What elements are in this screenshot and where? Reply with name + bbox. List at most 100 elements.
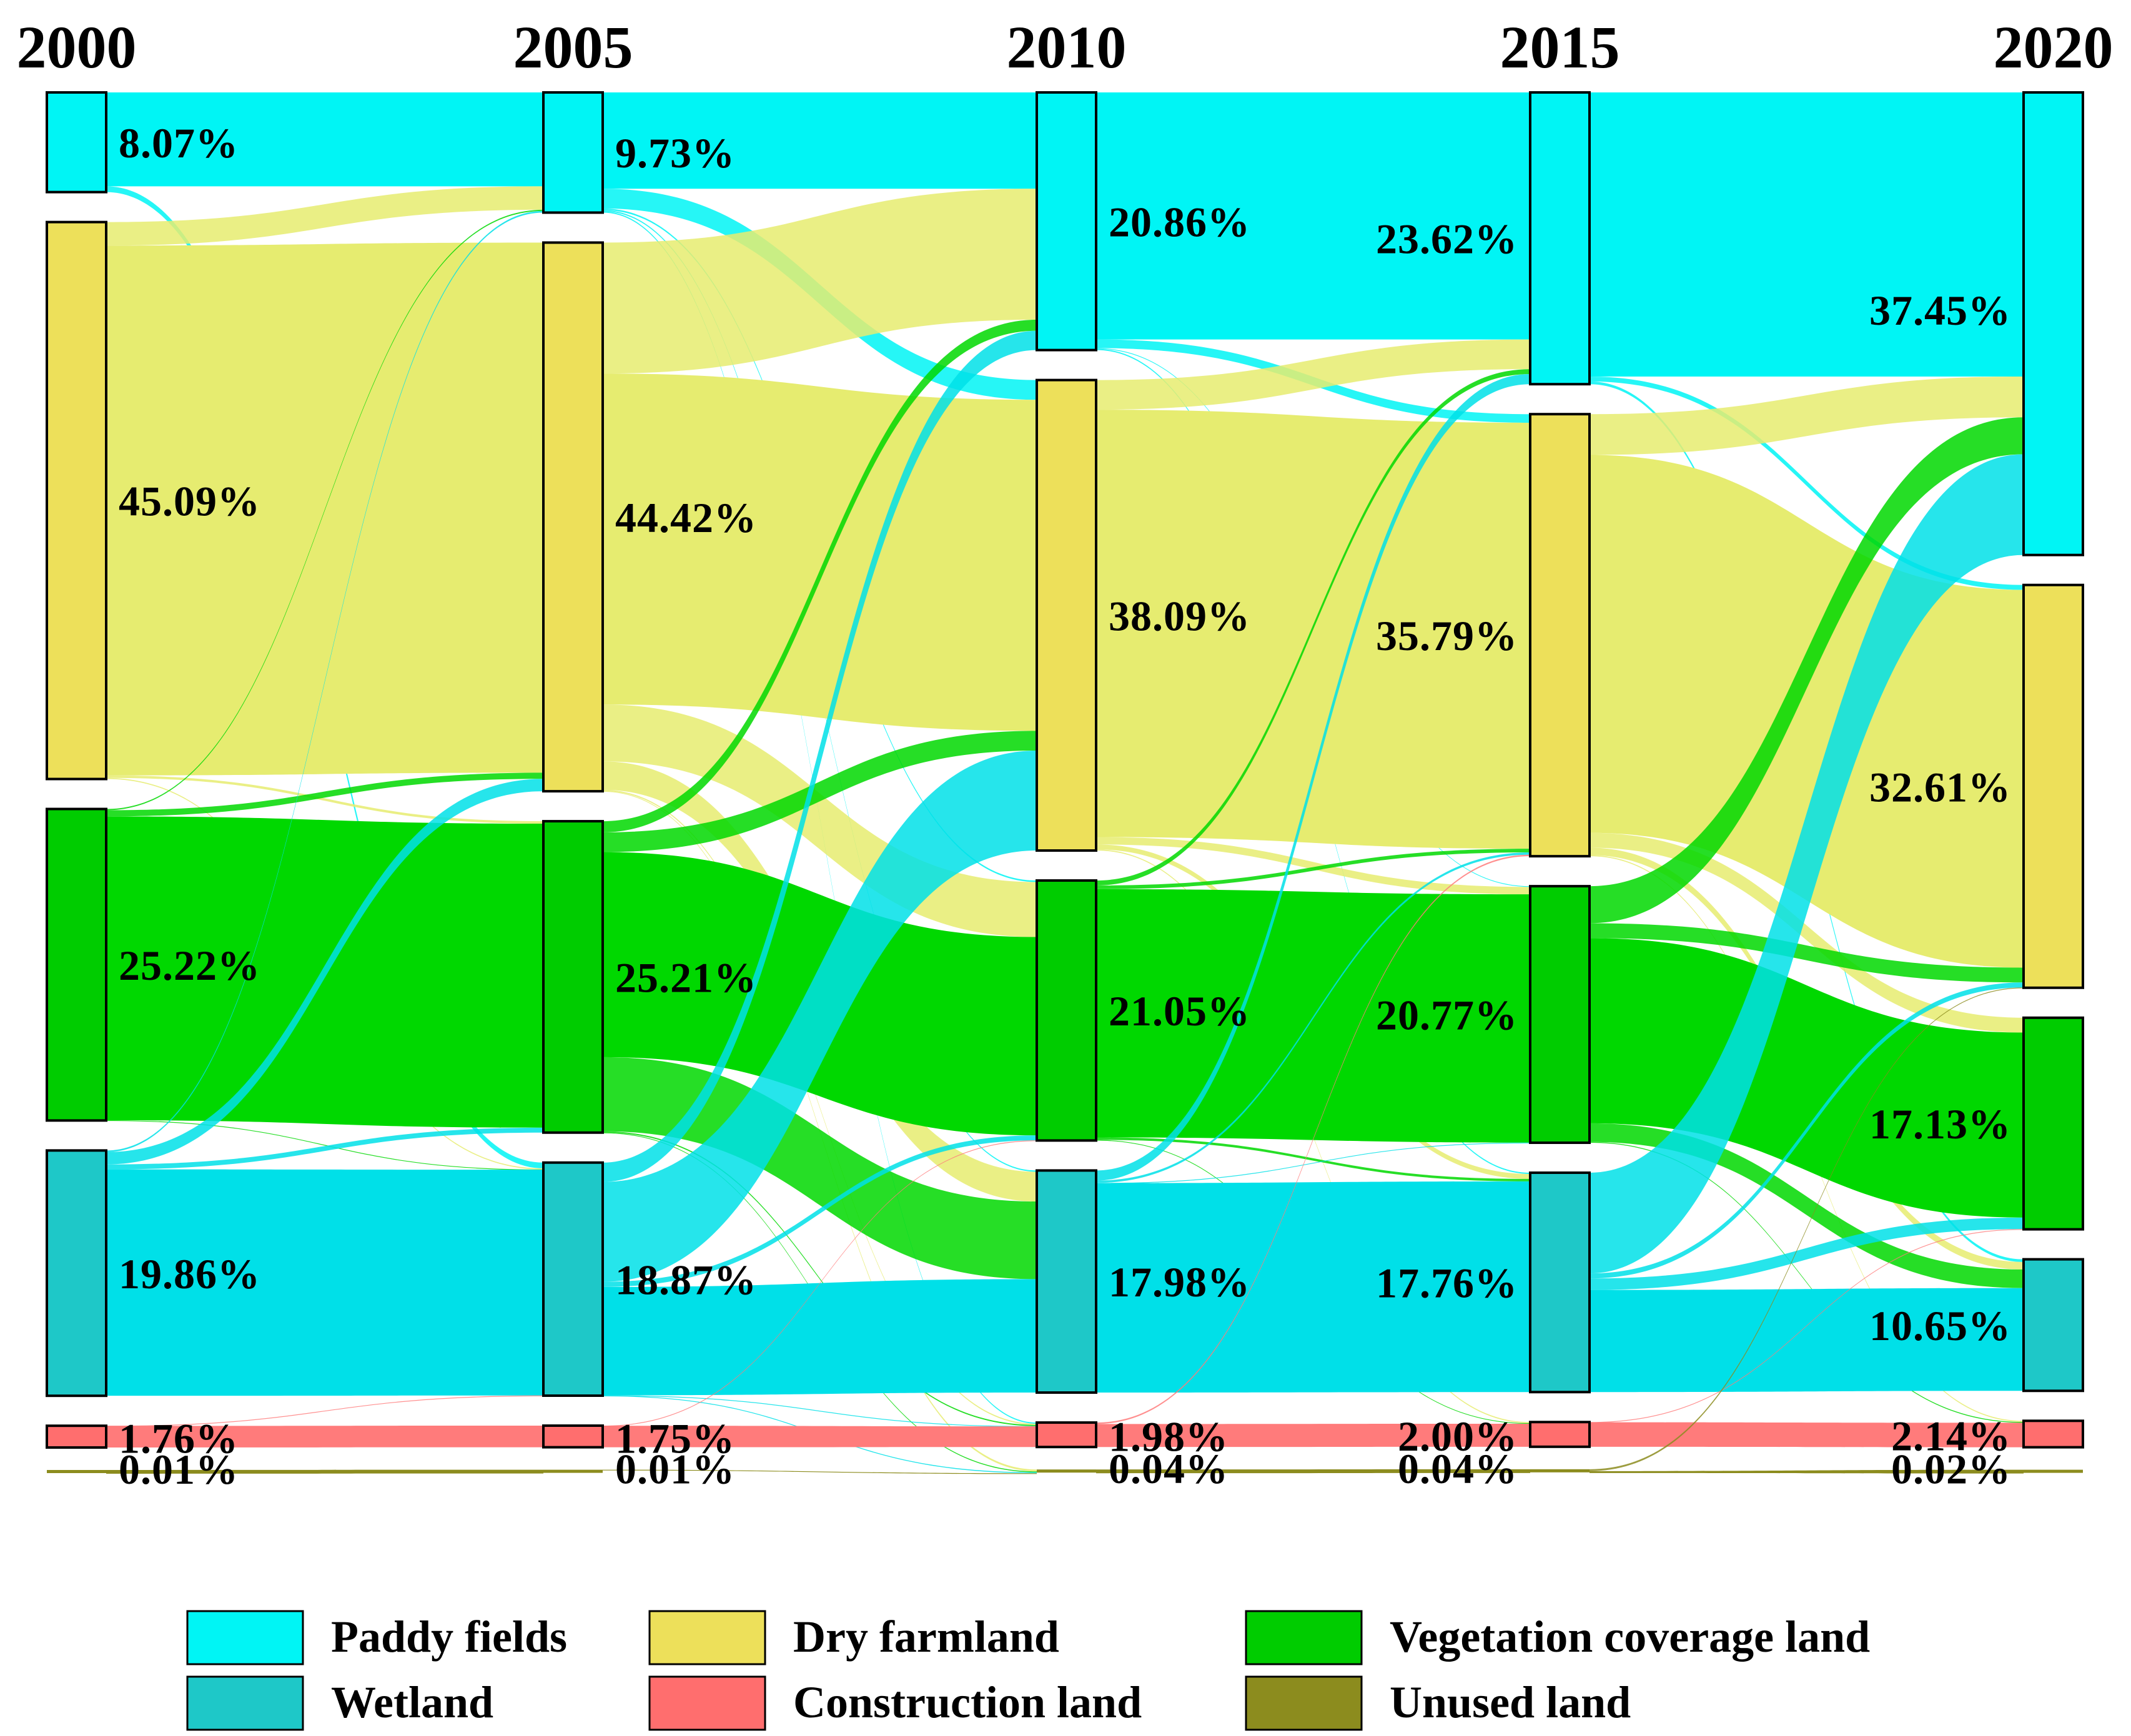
flow-2010-wetland-to-2015-dry: [1096, 852, 1530, 1183]
flow-2000-unused-to-2005-unused: [106, 1469, 543, 1474]
year-label-2005: 2005: [513, 14, 633, 81]
flow-2010-wetland-to-2015-veg: [1096, 1142, 1530, 1184]
flow-2000-dry-to-2005-veg: [106, 775, 543, 824]
legend-swatch-veg: [1245, 1610, 1363, 1665]
flow-2000-wetland-to-2005-veg: [106, 1127, 543, 1170]
flow-2015-unused-to-2020-dry: [1590, 987, 2024, 1471]
year-axis: 2000 2005 2010 2015 2020: [17, 14, 2114, 81]
year-label-2000: 2000: [17, 14, 137, 81]
legend-label-unused: Unused land: [1390, 1677, 1631, 1727]
flow-2000-wetland-to-2005-dry: [106, 779, 543, 1165]
flow-2010-veg-to-2015-dry: [1096, 849, 1530, 889]
flow-2005-veg-to-2010-construction: [603, 1131, 1037, 1426]
flow-2015-wetland-to-2020-paddy: [1590, 454, 2024, 1274]
node-2010-wetland: [1036, 1169, 1097, 1394]
label-2020-paddy: 37.45%: [1869, 287, 2011, 334]
flow-2000-construction-to-2005-construction: [106, 1425, 543, 1447]
node-2000-dry: [46, 220, 107, 781]
label-2020-unused: 0.02%: [1891, 1446, 2011, 1493]
node-2010-dry: [1036, 378, 1097, 852]
flow-2005-dry-to-2010-paddy: [603, 189, 1037, 374]
node-2005-paddy: [542, 91, 604, 214]
flow-2005-wetland-to-2010-construction: [603, 1395, 1037, 1427]
label-2000-veg: 25.22%: [119, 942, 260, 989]
label-2000-dry: 45.09%: [119, 478, 260, 525]
flow-2005-wetland-to-2010-paddy: [603, 330, 1037, 1182]
node-2010-veg: [1036, 879, 1097, 1142]
flow-2015-wetland-to-2020-veg: [1590, 1217, 2024, 1290]
flow-2005-wetland-to-2010-dry: [603, 751, 1037, 1282]
flow-layer: [106, 92, 2024, 1474]
flow-2010-veg-to-2015-wetland: [1096, 1137, 1530, 1181]
flow-2000-veg-to-2005-paddy: [106, 209, 543, 811]
label-2010-unused: 0.04%: [1109, 1445, 1229, 1492]
node-2010-construction: [1036, 1421, 1097, 1449]
label-2015-unused: 0.04%: [1398, 1445, 1518, 1492]
flow-2000-veg-to-2005-dry: [106, 772, 543, 817]
node-2020-paddy: [2022, 91, 2084, 556]
label-2010-veg: 21.05%: [1109, 987, 1250, 1035]
flow-2010-veg-to-2015-paddy: [1096, 369, 1530, 885]
label-2015-wetland: 17.76%: [1376, 1260, 1518, 1307]
flow-2005-paddy-to-2010-paddy: [603, 92, 1037, 189]
label-2020-dry: 32.61%: [1869, 763, 2011, 811]
label-2005-unused: 0.01%: [615, 1446, 735, 1493]
node-2005-construction: [542, 1424, 604, 1449]
flow-2015-veg-to-2020-veg: [1590, 938, 2024, 1218]
node-2020-wetland: [2022, 1258, 2084, 1393]
year-label-2015: 2015: [1500, 14, 1620, 81]
flow-2010-paddy-to-2015-paddy: [1096, 92, 1530, 340]
flow-2010-dry-to-2015-veg: [1096, 837, 1530, 895]
node-2015-wetland: [1529, 1171, 1591, 1394]
label-2000-construction: 1.76%: [119, 1415, 239, 1462]
node-layer: [46, 91, 2084, 1473]
flow-2010-wetland-to-2015-paddy: [1096, 373, 1530, 1181]
flow-2005-dry-to-2010-dry: [603, 373, 1037, 731]
label-2010-wetland: 17.98%: [1109, 1258, 1250, 1306]
flow-2000-dry-to-2005-dry: [106, 242, 543, 776]
flow-2005-wetland-to-2010-veg: [603, 1135, 1037, 1287]
node-2000-veg: [46, 807, 107, 1122]
legend-label-paddy: Paddy fields: [331, 1612, 567, 1662]
flow-2005-veg-to-2010-dry: [603, 731, 1037, 852]
label-2005-construction: 1.75%: [615, 1414, 735, 1462]
label-2010-paddy: 20.86%: [1109, 198, 1250, 245]
node-2010-paddy: [1036, 91, 1097, 352]
flow-2015-wetland-to-2020-dry: [1590, 982, 2024, 1279]
flow-2005-wetland-to-2010-wetland: [603, 1279, 1037, 1396]
flow-2015-paddy-to-2020-paddy: [1590, 92, 2024, 377]
node-2015-unused: [1530, 1469, 1590, 1472]
flow-2010-wetland-to-2015-wetland: [1096, 1181, 1530, 1393]
legend-swatch-wetland: [186, 1675, 304, 1731]
flow-2015-veg-to-2020-paddy: [1590, 417, 2024, 924]
flow-2015-dry-to-2020-paddy: [1590, 376, 2024, 455]
label-2005-paddy: 9.73%: [615, 129, 735, 177]
flow-2005-dry-to-2010-construction: [603, 789, 1037, 1425]
node-2000-unused: [47, 1470, 106, 1473]
node-2020-veg: [2022, 1016, 2084, 1231]
node-2020-construction: [2022, 1419, 2084, 1449]
label-2020-construction: 2.14%: [1891, 1412, 2011, 1459]
label-2015-veg: 20.77%: [1376, 992, 1518, 1039]
node-2005-unused: [543, 1469, 603, 1473]
node-2015-paddy: [1529, 91, 1591, 386]
label-2000-wetland: 19.86%: [119, 1250, 260, 1298]
flow-2010-unused-to-2015-unused: [1096, 1469, 1530, 1474]
flow-2000-paddy-to-2005-paddy: [106, 92, 543, 187]
node-2005-veg: [542, 820, 604, 1134]
label-2005-wetland: 18.87%: [615, 1256, 757, 1303]
node-2000-wetland: [46, 1149, 107, 1398]
flow-2000-dry-to-2005-paddy: [106, 186, 543, 246]
flow-2005-veg-to-2010-paddy: [603, 319, 1037, 832]
label-2005-dry: 44.42%: [615, 494, 757, 541]
node-2000-paddy: [46, 91, 107, 194]
label-2015-construction: 2.00%: [1398, 1413, 1518, 1460]
flow-2005-unused-to-2010-unused: [603, 1469, 1037, 1474]
year-label-2010: 2010: [1007, 14, 1127, 81]
flow-2010-construction-to-2015-construction: [1096, 1424, 1530, 1447]
node-2020-dry: [2022, 583, 2084, 989]
flow-2015-veg-to-2020-dry: [1590, 923, 2024, 983]
label-2000-paddy: 8.07%: [119, 119, 239, 167]
node-2015-construction: [1529, 1421, 1591, 1448]
